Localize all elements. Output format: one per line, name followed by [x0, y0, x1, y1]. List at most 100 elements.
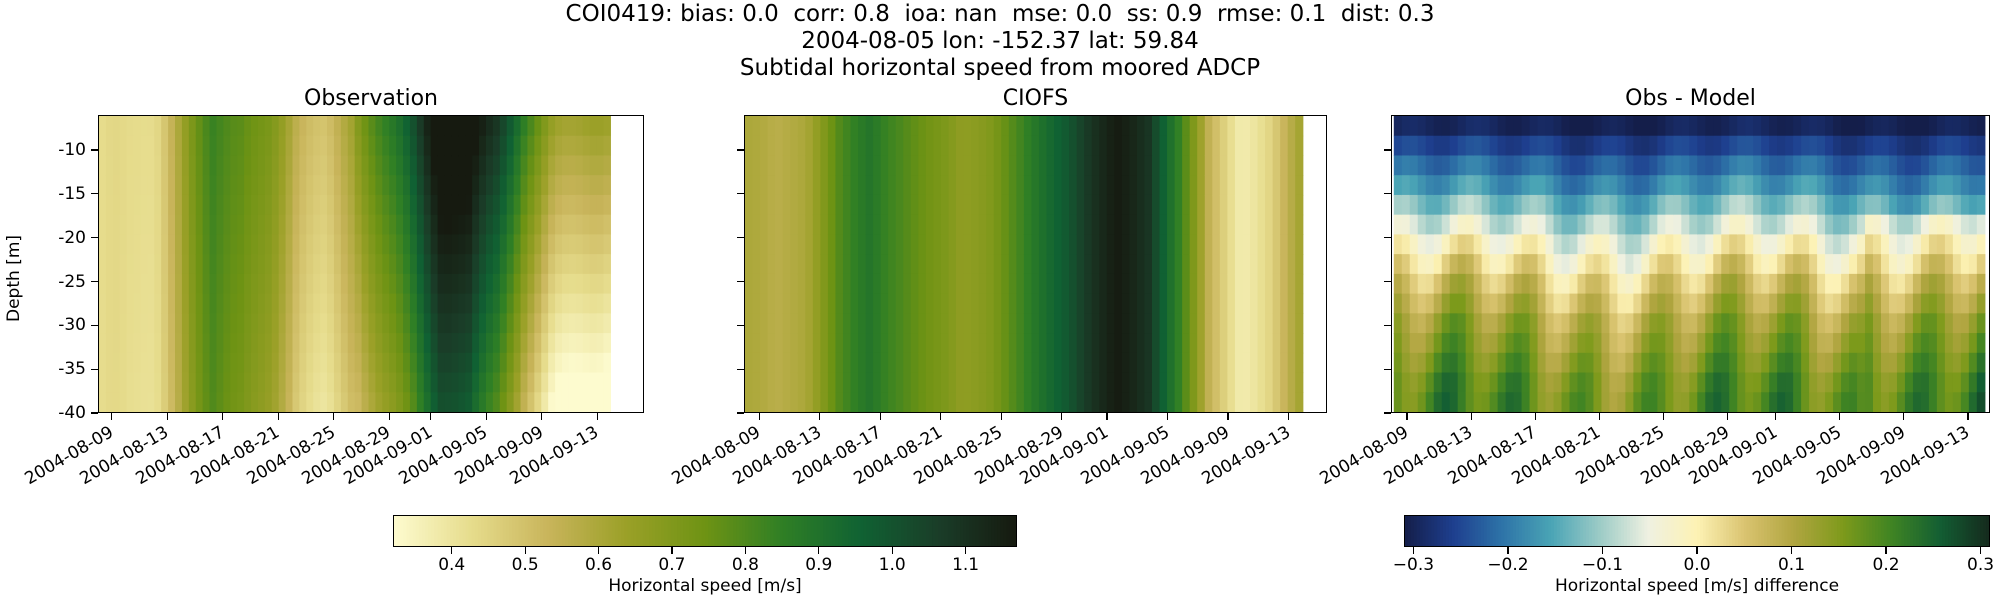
heatmap-cell	[1257, 333, 1266, 354]
heatmap-cell	[1473, 155, 1483, 176]
heatmap-cell	[582, 333, 591, 354]
heatmap-cell	[1473, 194, 1483, 216]
heatmap-cell	[760, 293, 769, 314]
heatmap-cell	[1857, 392, 1866, 412]
heatmap-cell	[1091, 194, 1100, 216]
y-tick-label: -20	[58, 227, 86, 248]
heatmap-cell	[1729, 293, 1738, 314]
heatmap-cell	[575, 234, 584, 255]
heatmap-cell	[1577, 273, 1587, 295]
heatmap-cells	[99, 116, 611, 412]
heatmap-cell	[1968, 392, 1978, 412]
heatmap-cell	[541, 175, 549, 196]
heatmap-cell	[1785, 234, 1794, 255]
heatmap-cell	[368, 116, 377, 137]
heatmap-cell	[561, 254, 570, 275]
heatmap-cell	[963, 135, 972, 157]
heatmap-cell	[555, 333, 563, 354]
heatmap-cell	[244, 116, 252, 137]
heatmap-cell	[880, 372, 889, 393]
heatmap-cell	[513, 254, 522, 275]
heatmap-cell	[1721, 155, 1730, 176]
heatmap-cell	[603, 254, 611, 275]
heatmap-cell	[485, 116, 494, 137]
heatmap-cell	[1697, 372, 1706, 393]
heatmap-cell	[1537, 392, 1547, 412]
heatmap-cell	[1521, 293, 1531, 314]
heatmap-cell	[313, 155, 321, 176]
heatmap-cell	[1227, 273, 1236, 295]
heatmap-cell	[1809, 352, 1818, 374]
heatmap-cell	[1489, 273, 1499, 295]
heatmap-cell	[209, 254, 218, 275]
heatmap-cell	[1657, 135, 1666, 157]
heatmap-cell	[1841, 116, 1850, 137]
heatmap-cell	[347, 135, 356, 157]
heatmap-cell	[1633, 352, 1642, 374]
heatmap-cell	[1537, 313, 1547, 334]
heatmap-cell	[499, 254, 508, 275]
heatmap-cell	[812, 273, 821, 295]
heatmap-cell	[745, 254, 754, 275]
heatmap-cell	[99, 214, 107, 235]
heatmap-cell	[147, 214, 155, 235]
heatmap-cell	[1529, 273, 1539, 295]
heatmap-cell	[154, 254, 162, 275]
heatmap-cell	[409, 273, 418, 295]
heatmap-cell	[1001, 313, 1010, 334]
heatmap-cell	[933, 352, 942, 374]
heatmap-cell	[1585, 194, 1595, 216]
heatmap-cell	[416, 234, 425, 255]
heatmap-cell	[175, 372, 183, 393]
heatmap-cell	[842, 254, 852, 275]
heatmap-cell	[820, 392, 829, 412]
heatmap-cell	[126, 155, 135, 176]
heatmap-cell	[993, 254, 1002, 275]
heatmap-cell	[1865, 254, 1874, 275]
heatmap-cell	[112, 293, 121, 314]
heatmap-cell	[895, 214, 904, 235]
heatmap-cell	[1016, 293, 1025, 314]
heatmap-cell	[416, 175, 425, 196]
heatmap-cell	[842, 352, 852, 374]
heatmap-cell	[1609, 273, 1619, 295]
heatmap-cell	[1054, 313, 1063, 334]
heatmap-cell	[1801, 155, 1810, 176]
heatmap-cell	[1038, 352, 1048, 374]
heatmap-cell	[1144, 254, 1153, 275]
heatmap-cell	[175, 333, 183, 354]
heatmap-cell	[181, 392, 190, 412]
heatmap-cell	[423, 116, 432, 137]
heatmap-cell	[306, 313, 314, 334]
heatmap-cell	[1295, 293, 1304, 314]
heatmap-cell	[1785, 273, 1794, 295]
heatmap-cell	[154, 372, 162, 393]
heatmap-cell	[1425, 352, 1435, 374]
heatmap-cell	[1242, 135, 1251, 157]
heatmap-cell	[1521, 352, 1531, 374]
heatmap-cell	[1561, 352, 1571, 374]
heatmap-cell	[361, 392, 370, 412]
heatmap-cell	[775, 135, 784, 157]
heatmap-cell	[1721, 293, 1730, 314]
heatmap-cell	[1633, 293, 1642, 314]
heatmap-cell	[105, 273, 114, 295]
heatmap-cell	[888, 273, 897, 295]
heatmap-cell	[1272, 116, 1281, 137]
heatmap-cell	[986, 293, 995, 314]
heatmap-cell	[1497, 155, 1507, 176]
heatmap-cell	[223, 293, 231, 314]
heatmap-cell	[752, 254, 761, 275]
heatmap-cell	[1091, 135, 1100, 157]
x-tick	[1534, 413, 1536, 420]
heatmap-cell	[1553, 234, 1563, 255]
heatmap-cell	[188, 333, 197, 354]
heatmap-cell	[948, 254, 957, 275]
heatmap-cell	[1729, 333, 1738, 354]
heatmap-cell	[1481, 293, 1491, 314]
heatmap-cell	[458, 116, 466, 137]
heatmap-cell	[382, 333, 390, 354]
heatmap-cell	[933, 273, 942, 295]
heatmap-cell	[1465, 352, 1475, 374]
heatmap-cell	[767, 273, 776, 295]
